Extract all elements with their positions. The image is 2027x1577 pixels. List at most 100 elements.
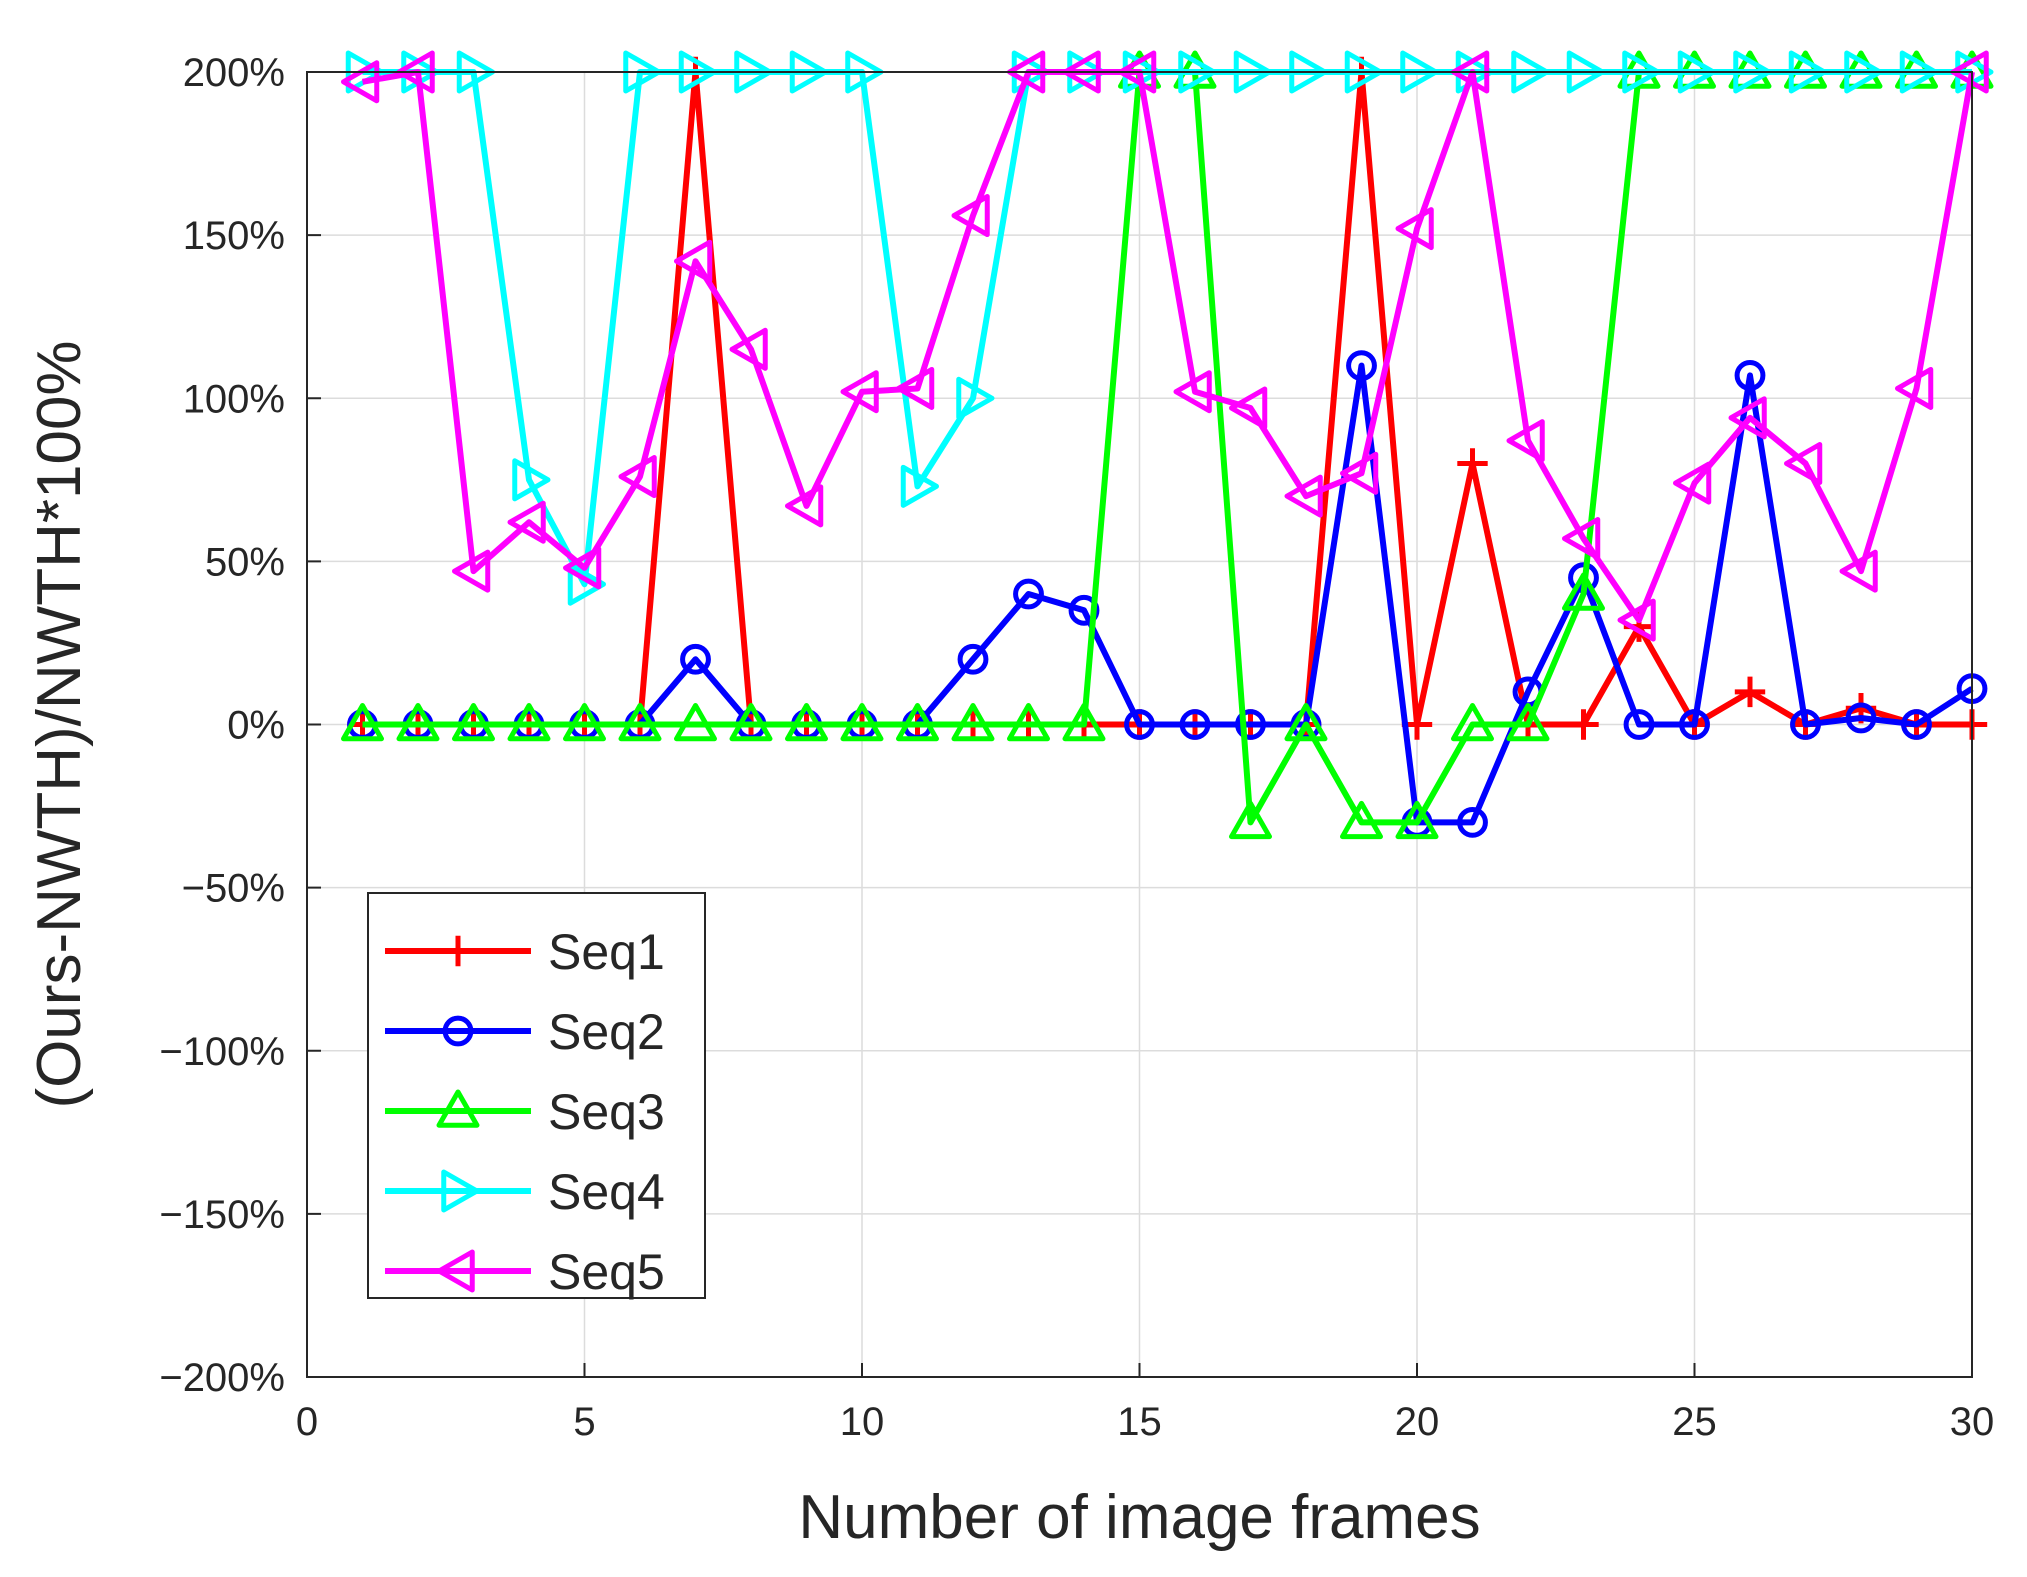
legend-label: Seq1 [548, 924, 665, 980]
series-line-seq5 [361, 69, 1975, 624]
data-point-seq2 [1068, 594, 1100, 626]
legend-swatch-marker [442, 1015, 474, 1047]
data-point-seq2 [1013, 578, 1044, 610]
legend-swatch-marker [436, 1089, 480, 1128]
x-tick-label: 20 [1395, 1400, 1440, 1444]
data-point-seq3 [785, 703, 828, 742]
data-point-seq5 [785, 484, 824, 528]
data-point-seq3 [396, 703, 440, 742]
legend-item-seq5: Seq5 [385, 1244, 665, 1300]
series-seq3 [341, 50, 1994, 840]
data-point-seq2 [1179, 709, 1211, 740]
data-point-seq2 [1790, 709, 1821, 740]
data-point-seq2 [1124, 709, 1155, 740]
data-point-seq3 [618, 703, 662, 742]
data-point-seq5 [618, 455, 657, 499]
data-point-seq4 [900, 464, 939, 508]
data-point-seq5 [1950, 50, 1989, 94]
data-point-seq3 [1562, 572, 1605, 611]
series-line-seq3 [362, 69, 1972, 826]
x-tick-label: 25 [1672, 1400, 1717, 1444]
data-point-seq2 [1623, 709, 1655, 740]
data-point-seq2 [680, 643, 711, 675]
y-tick-label: −100% [159, 1030, 285, 1074]
series-line-seq2 [362, 362, 1974, 826]
x-axis-label: Number of image frames [798, 1483, 1480, 1552]
legend-swatch-marker [436, 1249, 475, 1293]
data-point-seq2 [957, 643, 989, 675]
legend-item-seq4: Seq4 [385, 1164, 665, 1220]
data-point-seq3 [1062, 703, 1106, 742]
data-point-seq2 [1346, 350, 1377, 382]
x-tick-label: 30 [1950, 1400, 1995, 1444]
y-axis-label: (Ours-NWTH)/NWTH*100% [25, 340, 94, 1108]
y-tick-label: 200% [183, 51, 285, 95]
data-point-seq2 [1679, 709, 1710, 740]
y-tick-label: 0% [227, 704, 285, 748]
data-point-seq5 [1673, 461, 1712, 505]
data-point-seq5 [563, 546, 602, 590]
y-tick-label: −200% [159, 1356, 285, 1400]
legend-label: Seq4 [548, 1164, 665, 1220]
x-tick-label: 10 [840, 1400, 885, 1444]
x-tick-label: 5 [573, 1400, 595, 1444]
data-point-seq3 [341, 703, 384, 742]
data-point-seq3 [896, 703, 939, 742]
x-tick-label: 15 [1117, 1400, 1162, 1444]
data-point-seq3 [1284, 703, 1328, 742]
legend: Seq1 Seq2 Seq3 Seq4 Seq5 [367, 892, 706, 1300]
data-point-seq3 [1395, 800, 1439, 840]
data-point-seq2 [1901, 709, 1932, 740]
data-point-seq5 [1173, 370, 1212, 414]
data-point-seq2 [1845, 702, 1877, 734]
data-point-seq1 [1734, 676, 1766, 708]
legend-box [367, 892, 706, 1299]
data-point-seq5 [1506, 419, 1545, 463]
y-tick-label: 150% [183, 214, 285, 258]
y-tick-label: 50% [205, 540, 285, 584]
legend-swatch-marker [441, 1169, 480, 1213]
data-point-seq3 [729, 703, 773, 742]
data-point-seq5 [1617, 598, 1656, 642]
data-point-seq2 [1457, 806, 1488, 838]
series-seq4 [345, 50, 1994, 606]
data-point-seq3 [563, 703, 606, 742]
data-point-seq3 [507, 703, 551, 742]
data-point-seq3 [1007, 703, 1050, 742]
data-point-seq5 [1562, 517, 1601, 561]
legend-item-seq1: Seq1 [385, 924, 665, 980]
legend-label: Seq3 [548, 1084, 665, 1140]
data-point-seq5 [1284, 474, 1323, 518]
data-point-seq4 [512, 458, 551, 502]
legend-item-seq2: Seq2 [385, 1004, 665, 1060]
y-tick-label: 100% [183, 377, 285, 421]
data-point-seq1 [1568, 709, 1599, 740]
data-point-seq5 [452, 549, 491, 593]
axis-ticks: 0 5 10 15 20 25 30 −200% −150% −100% −50% 0% 50% 100%… [159, 51, 1994, 1444]
data-point-seq2 [1235, 709, 1266, 740]
data-point-seq3 [840, 703, 884, 742]
legend-item-seq3: Seq3 [385, 1084, 665, 1140]
data-point-seq4 [956, 376, 995, 420]
data-point-seq5 [507, 500, 546, 544]
data-point-seq5 [729, 327, 768, 371]
legend-label: Seq5 [548, 1244, 665, 1300]
data-point-seq3 [452, 703, 495, 742]
legend-label: Seq2 [548, 1004, 665, 1060]
y-tick-label: −50% [182, 867, 285, 911]
data-point-seq5 [674, 239, 713, 283]
data-point-seq5 [1895, 366, 1934, 410]
data-point-seq3 [1506, 703, 1550, 742]
data-point-seq5 [1340, 451, 1379, 495]
data-point-seq5 [1229, 386, 1268, 430]
legend-swatch-marker [442, 935, 474, 967]
data-point-seq3 [951, 703, 995, 742]
data-point-seq4 [567, 562, 606, 606]
data-point-seq3 [1340, 800, 1383, 840]
data-point-seq5 [1839, 549, 1878, 593]
data-point-seq2 [1734, 359, 1766, 391]
data-point-seq3 [1451, 703, 1494, 742]
data-point-seq3 [1229, 800, 1272, 840]
data-point-seq5 [1395, 207, 1434, 251]
